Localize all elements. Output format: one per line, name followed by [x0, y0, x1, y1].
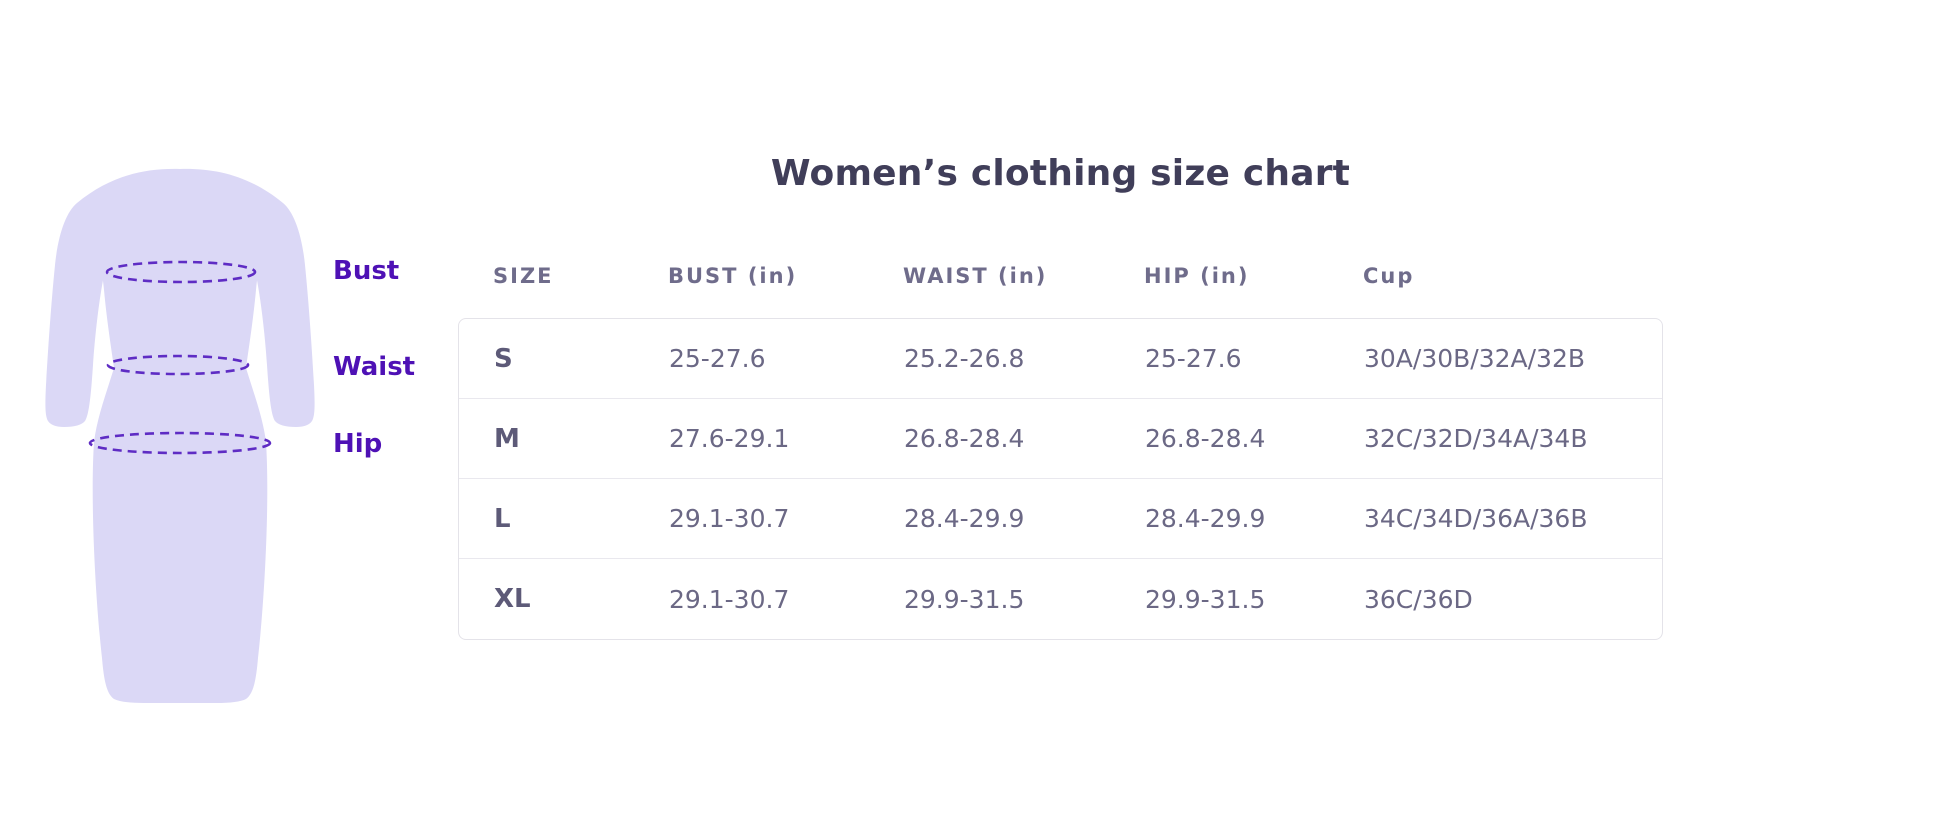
- table-row-xl: XL 29.1-30.7 29.9-31.5 29.9-31.5 36C/36D: [459, 559, 1662, 639]
- waist-measure-line-icon: [106, 354, 250, 376]
- table-row-s: S 25-27.6 25.2-26.8 25-27.6 30A/30B/32A/…: [459, 319, 1662, 399]
- cup-value: 34C/34D/36A/36B: [1364, 504, 1588, 533]
- table-row-l: L 29.1-30.7 28.4-29.9 28.4-29.9 34C/34D/…: [459, 479, 1662, 559]
- dress-left-sleeve-shape: [45, 202, 105, 427]
- waist-value: 28.4-29.9: [904, 504, 1025, 533]
- bust-value: 25-27.6: [669, 344, 766, 373]
- bust-value: 27.6-29.1: [669, 424, 790, 453]
- waist-value: 29.9-31.5: [904, 584, 1025, 614]
- waist-value: 26.8-28.4: [904, 424, 1025, 453]
- size-value: XL: [494, 584, 531, 614]
- bust-measure-line-icon: [105, 260, 257, 284]
- size-table: S 25-27.6 25.2-26.8 25-27.6 30A/30B/32A/…: [458, 318, 1663, 640]
- dress-illustration-icon: [45, 168, 315, 703]
- waist-label: Waist: [333, 352, 416, 382]
- page-title: Women’s clothing size chart: [770, 153, 1351, 194]
- header-hip: HIP (in): [1144, 264, 1250, 288]
- size-value: L: [494, 503, 511, 534]
- cup-value: 32C/32D/34A/34B: [1364, 424, 1588, 453]
- cup-value: 36C/36D: [1364, 584, 1473, 614]
- hip-value: 25-27.6: [1145, 344, 1242, 373]
- bust-value: 29.1-30.7: [669, 504, 790, 533]
- table-row-m: M 27.6-29.1 26.8-28.4 26.8-28.4 32C/32D/…: [459, 399, 1662, 479]
- header-bust: BUST (in): [668, 264, 798, 288]
- bust-label: Bust: [333, 256, 400, 286]
- header-waist: WAIST (in): [903, 264, 1048, 288]
- header-cup: Cup: [1363, 264, 1415, 288]
- hip-measure-line-icon: [88, 431, 272, 455]
- hip-value: 26.8-28.4: [1145, 424, 1266, 453]
- dress-right-sleeve-shape: [255, 202, 315, 427]
- waist-value: 25.2-26.8: [904, 344, 1025, 373]
- dress-body-shape: [77, 168, 283, 703]
- hip-label: Hip: [333, 429, 383, 459]
- header-size: SIZE: [493, 264, 554, 288]
- hip-value: 29.9-31.5: [1145, 584, 1266, 614]
- hip-value: 28.4-29.9: [1145, 504, 1266, 533]
- size-value: M: [494, 423, 520, 454]
- bust-value: 29.1-30.7: [669, 584, 790, 614]
- size-value: S: [494, 343, 513, 374]
- cup-value: 30A/30B/32A/32B: [1364, 344, 1586, 373]
- size-table-header-row: SIZE BUST (in) WAIST (in) HIP (in) Cup: [458, 260, 1663, 292]
